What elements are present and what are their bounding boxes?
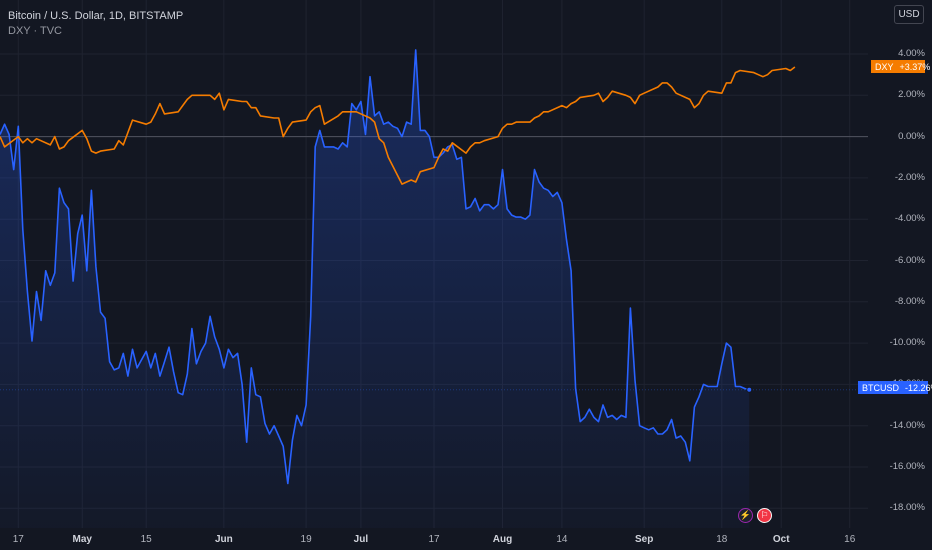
dxy-badge-value: +3.37%: [899, 61, 931, 72]
x-tick-label: 16: [844, 534, 856, 545]
dxy-last-value-badge: DXY +3.37%: [871, 60, 930, 73]
y-tick-label: -8.00%: [894, 295, 925, 307]
btcusd-badge-symbol: BTCUSD: [862, 382, 900, 393]
us-flag-icon[interactable]: ⚐: [757, 508, 772, 523]
currency-button[interactable]: USD: [894, 5, 924, 24]
x-tick-label: 17: [12, 534, 24, 545]
btcusd-area-fill: [0, 49, 750, 529]
y-tick-label: -4.00%: [894, 213, 925, 225]
y-tick-label: 0.00%: [898, 130, 925, 142]
dxy-series-line[interactable]: [0, 66, 796, 185]
x-tick-label: 18: [716, 534, 728, 545]
x-tick-label: 14: [556, 534, 568, 545]
dxy-badge-symbol: DXY: [875, 61, 894, 72]
x-tick-label: Jun: [214, 534, 233, 545]
comparison-legend[interactable]: DXY · TVC: [8, 25, 62, 37]
x-tick-label: 17: [428, 534, 440, 545]
y-tick-label: -16.00%: [889, 461, 925, 472]
y-tick-label: -10.00%: [889, 337, 925, 349]
btcusd-badge-value: -12.26%: [905, 382, 932, 393]
y-tick-label: -6.00%: [894, 254, 925, 266]
lightning-icon[interactable]: ⚡: [738, 508, 753, 523]
x-tick-label: 15: [140, 534, 152, 545]
btcusd-last-point: [746, 386, 753, 393]
y-tick-label: -18.00%: [889, 502, 925, 514]
x-tick-label: May: [72, 534, 92, 545]
y-tick-label: -2.00%: [894, 171, 925, 183]
y-tick-label: 4.00%: [898, 48, 925, 59]
x-tick-label: Aug: [492, 534, 513, 545]
btcusd-last-value-badge: BTCUSD -12.26%: [858, 381, 932, 394]
x-tick-label: Jul: [353, 534, 369, 545]
btcusd-series-line[interactable]: [0, 49, 750, 485]
y-tick-label: -14.00%: [889, 419, 925, 431]
x-tick-label: Sep: [634, 534, 654, 545]
symbol-title[interactable]: Bitcoin / U.S. Dollar, 1D, BITSTAMP: [8, 10, 184, 22]
y-tick-label: 2.00%: [898, 89, 925, 101]
x-tick-label: Oct: [772, 534, 790, 545]
x-tick-label: 19: [300, 534, 312, 545]
